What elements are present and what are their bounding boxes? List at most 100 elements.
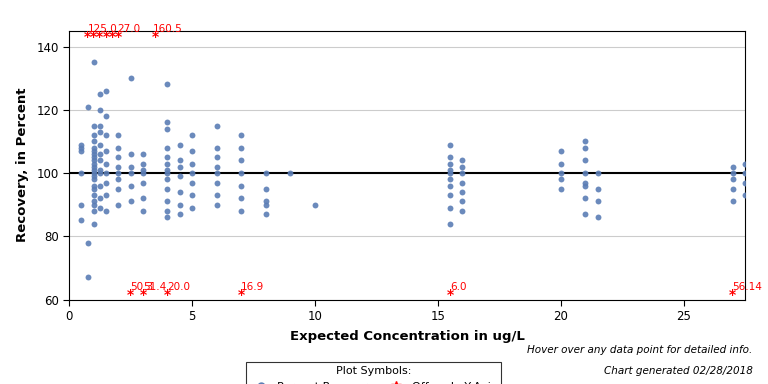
Point — [444, 170, 456, 176]
Point — [137, 195, 149, 201]
Text: *: * — [96, 30, 104, 44]
Point — [186, 170, 198, 176]
Point — [161, 176, 174, 182]
Point — [456, 179, 468, 185]
Point — [75, 217, 88, 223]
Point — [210, 170, 223, 176]
Point — [137, 151, 149, 157]
Text: Hover over any data point for detailed info.: Hover over any data point for detailed i… — [528, 345, 753, 355]
Point — [88, 208, 100, 214]
Point — [161, 167, 174, 173]
Point — [444, 192, 456, 198]
Point — [210, 179, 223, 185]
Point — [186, 148, 198, 154]
Point — [75, 148, 88, 154]
Point — [94, 195, 106, 201]
Point — [161, 154, 174, 160]
Point — [579, 179, 591, 185]
Point — [444, 220, 456, 227]
Point — [94, 91, 106, 97]
Point — [210, 192, 223, 198]
Point — [88, 122, 100, 129]
Point — [260, 199, 272, 205]
Point — [137, 167, 149, 173]
Point — [210, 154, 223, 160]
Point — [124, 151, 137, 157]
Point — [88, 59, 100, 65]
Point — [174, 141, 186, 147]
Point — [456, 208, 468, 214]
Point — [112, 176, 124, 182]
Point — [727, 186, 739, 192]
Point — [554, 170, 567, 176]
Point — [444, 176, 456, 182]
Point — [210, 145, 223, 151]
Point — [591, 170, 604, 176]
Point — [112, 145, 124, 151]
Text: Chart generated 02/28/2018: Chart generated 02/28/2018 — [604, 366, 753, 376]
Text: *: * — [237, 288, 245, 302]
Point — [186, 205, 198, 211]
Point — [161, 126, 174, 132]
Point — [260, 186, 272, 192]
Point — [161, 170, 174, 176]
Text: 27.0: 27.0 — [117, 24, 141, 34]
Text: *: * — [114, 30, 122, 44]
Text: *: * — [84, 30, 91, 44]
Point — [174, 202, 186, 208]
Text: *: * — [108, 30, 116, 44]
Point — [174, 173, 186, 179]
Point — [161, 186, 174, 192]
Point — [186, 179, 198, 185]
Point — [137, 208, 149, 214]
Point — [94, 205, 106, 211]
Text: *: * — [729, 288, 737, 302]
Point — [727, 170, 739, 176]
Point — [161, 119, 174, 126]
Legend: Percent Recovery, Off-scale Y-Axis: Percent Recovery, Off-scale Y-Axis — [246, 362, 501, 384]
Text: *: * — [446, 288, 454, 302]
Point — [112, 186, 124, 192]
Point — [88, 202, 100, 208]
Point — [88, 176, 100, 182]
Point — [94, 141, 106, 147]
Point — [444, 167, 456, 173]
Point — [161, 208, 174, 214]
Point — [210, 164, 223, 170]
Point — [100, 88, 112, 94]
Point — [260, 170, 272, 176]
Point — [112, 202, 124, 208]
Point — [124, 199, 137, 205]
Text: *: * — [90, 30, 98, 44]
Point — [174, 211, 186, 217]
Point — [75, 170, 88, 176]
Point — [727, 199, 739, 205]
Point — [739, 179, 751, 185]
Point — [554, 186, 567, 192]
Point — [284, 170, 296, 176]
Point — [161, 214, 174, 220]
Point — [260, 202, 272, 208]
Point — [94, 122, 106, 129]
Point — [88, 199, 100, 205]
Point — [94, 107, 106, 113]
Point — [579, 183, 591, 189]
Point — [235, 132, 247, 138]
Point — [456, 170, 468, 176]
Point — [100, 192, 112, 198]
Point — [727, 176, 739, 182]
Point — [161, 199, 174, 205]
Text: 125.0: 125.0 — [88, 24, 118, 34]
Point — [88, 167, 100, 173]
Point — [161, 81, 174, 88]
Point — [94, 167, 106, 173]
Point — [444, 205, 456, 211]
Point — [210, 122, 223, 129]
Point — [100, 113, 112, 119]
Point — [210, 202, 223, 208]
Point — [727, 164, 739, 170]
Point — [112, 170, 124, 176]
Point — [174, 189, 186, 195]
Text: 160.5: 160.5 — [153, 24, 183, 34]
Point — [88, 192, 100, 198]
